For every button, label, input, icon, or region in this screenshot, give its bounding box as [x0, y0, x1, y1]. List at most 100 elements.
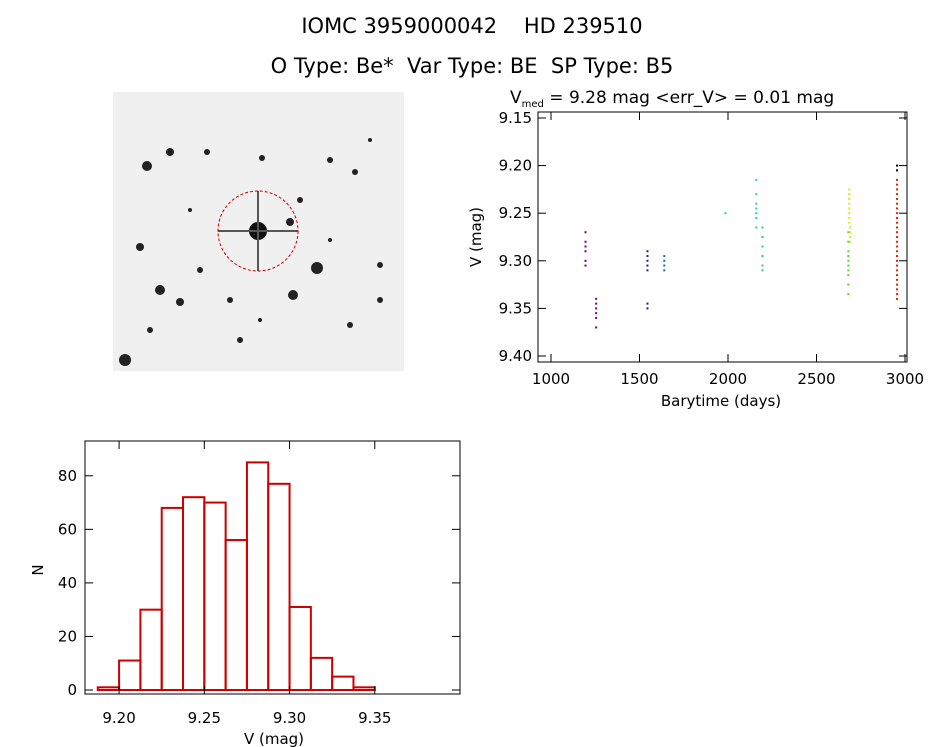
lc-point	[595, 326, 598, 329]
lc-point	[896, 164, 899, 167]
hist-xtick-label: 9.35	[358, 709, 391, 727]
hist-xtick-label: 9.25	[188, 709, 221, 727]
lc-point	[584, 231, 587, 234]
field-star	[352, 169, 358, 175]
lc-ytick-label: 9.15	[499, 109, 532, 127]
lc-point	[755, 212, 758, 215]
lc-point	[595, 307, 598, 310]
histogram-bar	[267, 482, 291, 691]
lc-point	[848, 193, 851, 196]
lc-point	[663, 269, 666, 272]
lc-point	[595, 312, 598, 315]
field-star	[377, 297, 383, 303]
hist-ytick-label: 40	[58, 574, 77, 592]
histogram-bar	[352, 686, 376, 691]
field-star	[259, 155, 265, 161]
lc-point	[896, 293, 899, 296]
lc-point	[755, 202, 758, 205]
lightcurve-ylabel: V (mag)	[467, 207, 485, 267]
lc-point	[896, 183, 899, 186]
lc-point	[896, 255, 899, 258]
lc-point	[761, 236, 764, 238]
histogram-bar	[331, 675, 355, 691]
lc-point	[646, 307, 649, 310]
hist-xtick-label: 9.30	[273, 709, 306, 727]
lightcurve-header: Vmed = 9.28 mag <err_V> = 0.01 mag	[510, 88, 834, 110]
field-star	[166, 148, 174, 156]
lc-point	[755, 216, 758, 219]
lc-point	[848, 197, 851, 200]
lc-point	[896, 245, 899, 248]
field-star	[328, 238, 332, 242]
lc-point	[755, 226, 758, 229]
field-star	[142, 161, 152, 171]
hist-xtick-label: 9.20	[102, 709, 135, 727]
lc-point	[849, 226, 852, 229]
lc-point	[896, 231, 899, 234]
lc-point	[896, 274, 899, 277]
lc-point	[896, 288, 899, 291]
lc-point	[896, 188, 899, 191]
lc-point	[849, 236, 852, 238]
histogram-bar	[139, 608, 163, 692]
sky-field-stars	[119, 138, 383, 366]
histogram-bar	[118, 659, 142, 691]
lc-ytick-label: 9.20	[499, 157, 532, 175]
lc-point	[896, 169, 899, 172]
lc-point	[896, 250, 899, 253]
lc-point	[896, 202, 899, 205]
lc-point	[646, 259, 649, 262]
lc-xtick-label: 2000	[709, 370, 747, 388]
lc-point	[755, 178, 758, 181]
field-star	[227, 297, 233, 303]
histogram-ylabel: N	[29, 564, 47, 575]
lc-point	[847, 274, 850, 277]
field-star	[197, 267, 203, 273]
lc-point	[848, 212, 851, 215]
lc-point	[896, 178, 899, 181]
target-marker-circle	[217, 190, 299, 272]
lc-point	[584, 240, 587, 243]
lightcurve-axes: 1000 1500 2000 2500 3000 9.15 9.20 9.25 9.30 9.35…	[499, 109, 925, 388]
lc-point	[896, 226, 899, 229]
field-star	[188, 208, 192, 212]
lc-point	[896, 216, 899, 219]
lc-point	[847, 231, 850, 234]
histogram-bar	[182, 496, 206, 692]
lightcurve-frame	[537, 111, 908, 363]
lc-point	[847, 283, 850, 286]
lc-point	[595, 302, 598, 305]
field-star	[377, 262, 383, 268]
field-star	[297, 197, 303, 203]
lc-ytick-label: 9.30	[499, 252, 532, 270]
lc-point	[847, 255, 850, 258]
lc-ytick-label: 9.35	[499, 299, 532, 317]
lc-point	[584, 250, 587, 253]
field-star	[347, 322, 353, 328]
field-star	[119, 354, 131, 366]
field-star	[136, 243, 144, 251]
hist-ytick-label: 80	[58, 467, 77, 485]
field-star	[258, 318, 262, 322]
lc-point	[761, 255, 764, 258]
chart-title-line2: O Type: Be* Var Type: BE SP Type: B5	[270, 54, 674, 78]
histogram-bars	[96, 461, 376, 692]
lc-ytick-label: 9.40	[499, 347, 532, 365]
lc-point	[848, 202, 851, 205]
field-star	[327, 157, 333, 163]
lc-point	[663, 259, 666, 262]
lc-point	[584, 259, 587, 262]
lc-point	[848, 207, 851, 210]
lc-xtick-label: 1500	[620, 370, 658, 388]
lc-point	[847, 293, 850, 296]
lc-point	[848, 188, 851, 191]
lc-xtick-label: 2500	[797, 370, 835, 388]
field-star	[237, 337, 243, 343]
lc-point	[847, 240, 850, 243]
lc-point	[849, 231, 852, 234]
field-star	[311, 262, 323, 274]
lc-point	[896, 264, 899, 267]
lc-point	[761, 264, 764, 267]
